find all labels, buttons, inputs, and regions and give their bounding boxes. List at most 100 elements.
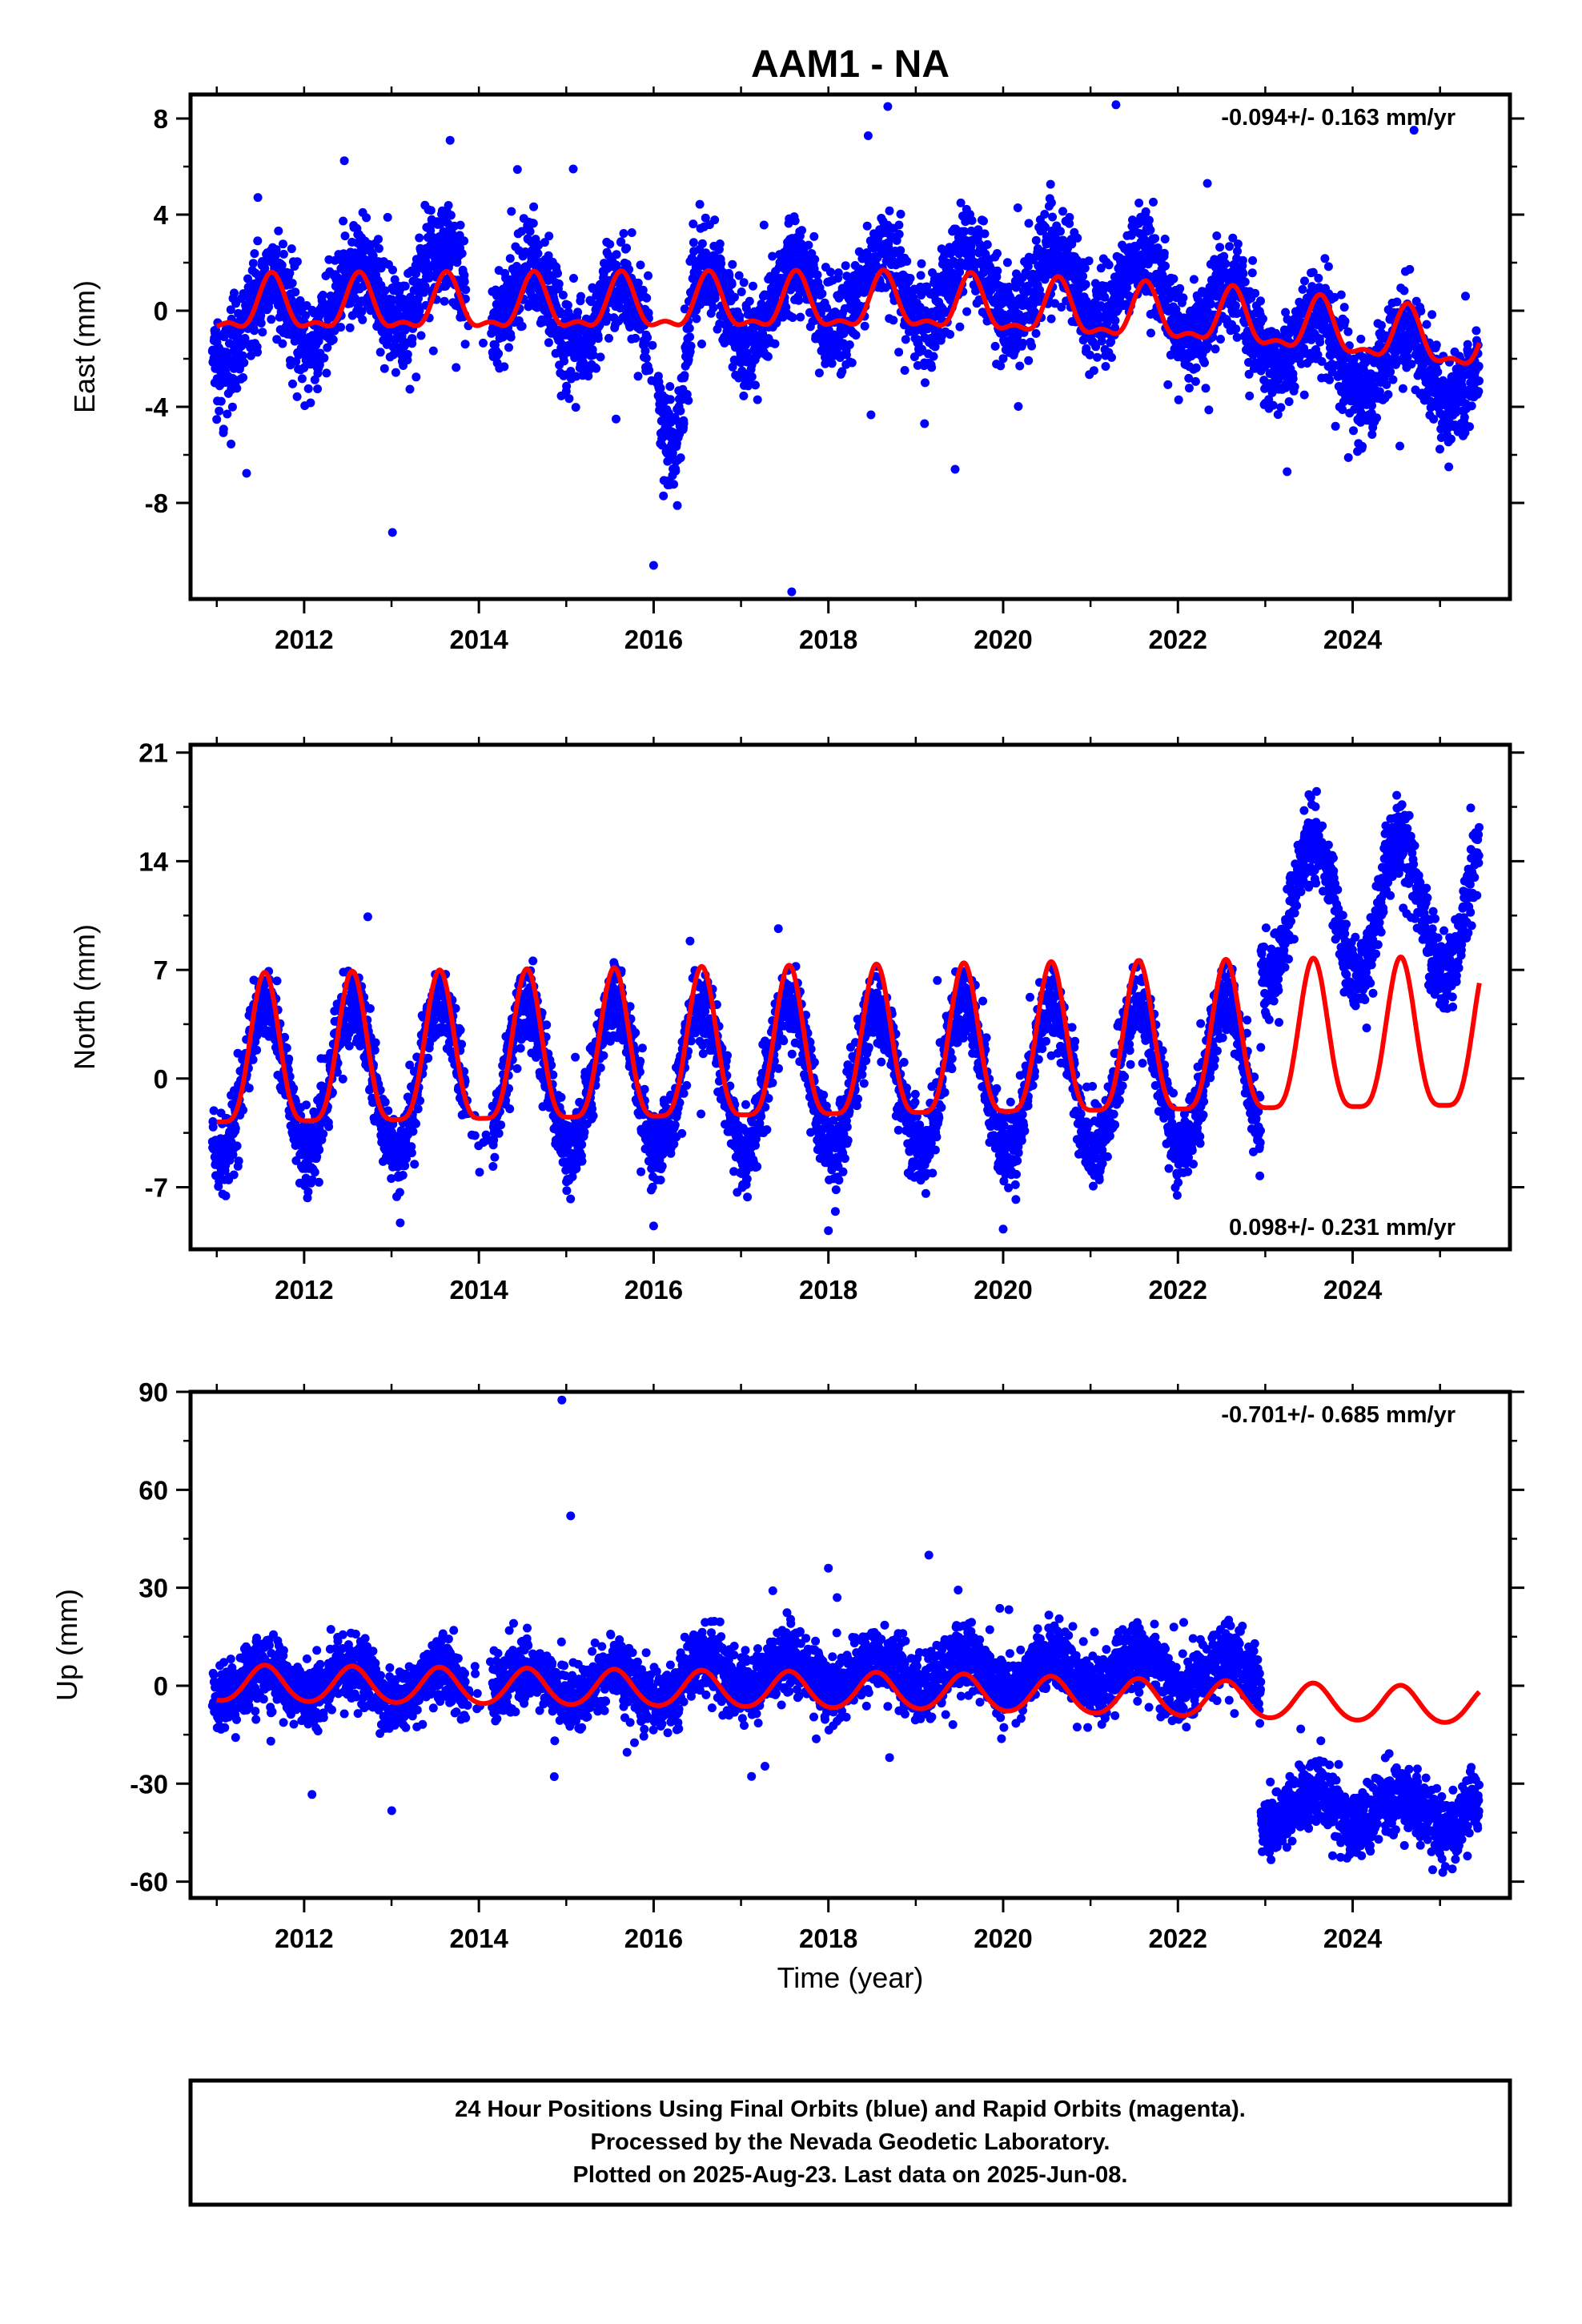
data-point [1024, 219, 1034, 228]
data-point [1212, 231, 1222, 240]
data-point [1431, 340, 1441, 350]
y-tick-label: 0 [154, 296, 168, 326]
data-point [301, 311, 311, 320]
data-point [1178, 293, 1188, 303]
data-point [528, 219, 538, 228]
data-point [1463, 340, 1472, 349]
data-point [215, 406, 224, 416]
data-point [684, 396, 693, 405]
outlier-point [648, 561, 658, 570]
data-point [287, 244, 296, 254]
data-point [246, 351, 255, 360]
data-point [506, 332, 516, 342]
data-point [644, 271, 652, 280]
data-point [314, 336, 323, 346]
data-point [905, 274, 915, 283]
data-point [1174, 395, 1183, 404]
data-point [339, 156, 349, 166]
data-point [860, 321, 869, 331]
data-point [445, 135, 455, 145]
data-point [993, 266, 1002, 275]
data-point [659, 491, 669, 501]
data-point [1320, 254, 1330, 263]
data-point [569, 274, 578, 283]
data-point [444, 201, 453, 210]
data-point [1239, 269, 1248, 279]
data-point [1405, 264, 1415, 274]
data-point [817, 289, 827, 299]
data-point [1046, 179, 1055, 189]
data-point [685, 332, 695, 342]
data-point [285, 268, 295, 278]
data-point [242, 468, 251, 478]
data-point [894, 220, 904, 230]
data-point [1288, 374, 1298, 384]
x-tick-label: 2014 [449, 625, 508, 654]
data-point [573, 308, 583, 317]
data-point [643, 333, 652, 342]
data-point [644, 365, 654, 375]
data-point [244, 1084, 254, 1093]
data-point [1081, 279, 1090, 289]
data-point [1146, 225, 1155, 235]
data-point [745, 296, 754, 306]
data-point [1221, 259, 1231, 268]
data-point [604, 333, 613, 343]
data-point [460, 340, 470, 349]
data-point [689, 238, 698, 247]
data-point [1447, 434, 1456, 444]
data-point [231, 1124, 240, 1133]
north-data-points [207, 786, 1484, 1236]
data-point [553, 268, 562, 278]
data-point [788, 313, 797, 322]
data-point [1031, 235, 1041, 245]
data-point [571, 403, 580, 412]
data-point [759, 220, 769, 230]
data-point [313, 384, 323, 394]
data-point [358, 315, 367, 324]
data-point [885, 206, 894, 215]
data-point [544, 338, 553, 348]
data-point [990, 341, 1000, 351]
data-point [631, 333, 640, 343]
data-point [735, 312, 745, 321]
data-point [1046, 314, 1056, 324]
data-point [809, 231, 819, 241]
data-point [1089, 366, 1098, 376]
data-point [1259, 314, 1267, 324]
data-point [596, 352, 605, 362]
data-point [804, 240, 813, 250]
data-point [216, 396, 226, 406]
data-point [1435, 444, 1444, 454]
data-point [1216, 335, 1225, 344]
data-point [227, 440, 236, 448]
data-point [318, 291, 327, 300]
data-point [1427, 310, 1437, 320]
outlier-point [1283, 467, 1292, 476]
data-point [403, 350, 412, 359]
data-point [256, 311, 266, 320]
data-point [260, 263, 270, 273]
figure-title: AAM1 - NA [751, 43, 950, 86]
data-point [405, 384, 415, 394]
data-point [340, 231, 350, 241]
data-point [709, 303, 718, 312]
data-point [955, 322, 965, 332]
data-point [1204, 405, 1214, 415]
data-point [208, 1122, 218, 1132]
data-point [715, 239, 725, 248]
data-point [452, 363, 461, 372]
data-point [845, 340, 854, 349]
data-point [461, 285, 471, 295]
data-point [1189, 275, 1199, 284]
data-point [825, 267, 835, 277]
data-point [1290, 382, 1299, 392]
data-point [517, 321, 527, 331]
data-point [274, 226, 283, 235]
data-point [1146, 328, 1155, 338]
data-point [1460, 412, 1469, 422]
data-point [278, 339, 287, 348]
data-point [1093, 352, 1102, 362]
data-point [336, 323, 346, 332]
